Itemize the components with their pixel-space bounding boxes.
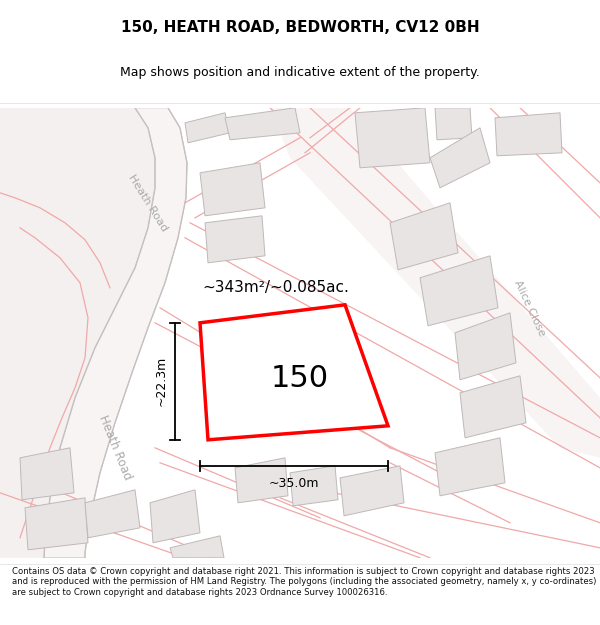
- Text: Heath Road: Heath Road: [96, 414, 134, 482]
- Text: ~343m²/~0.085ac.: ~343m²/~0.085ac.: [202, 281, 349, 296]
- Text: 150: 150: [271, 364, 329, 393]
- Text: ~35.0m: ~35.0m: [269, 478, 319, 491]
- Polygon shape: [44, 108, 187, 558]
- Polygon shape: [355, 108, 430, 168]
- Polygon shape: [390, 203, 458, 270]
- Polygon shape: [455, 313, 516, 380]
- Polygon shape: [495, 113, 562, 156]
- Polygon shape: [435, 108, 472, 140]
- Text: Alice Close: Alice Close: [512, 278, 547, 338]
- Polygon shape: [420, 256, 498, 326]
- Polygon shape: [200, 305, 388, 440]
- Polygon shape: [85, 490, 140, 538]
- Polygon shape: [435, 438, 505, 496]
- Polygon shape: [205, 216, 265, 263]
- Polygon shape: [20, 448, 74, 500]
- Polygon shape: [290, 466, 338, 506]
- Text: Map shows position and indicative extent of the property.: Map shows position and indicative extent…: [120, 66, 480, 79]
- Polygon shape: [225, 108, 300, 140]
- Polygon shape: [25, 498, 88, 550]
- Polygon shape: [340, 466, 404, 516]
- Text: 150, HEATH ROAD, BEDWORTH, CV12 0BH: 150, HEATH ROAD, BEDWORTH, CV12 0BH: [121, 20, 479, 35]
- Polygon shape: [150, 490, 200, 542]
- Polygon shape: [270, 108, 600, 458]
- Polygon shape: [185, 113, 230, 143]
- Text: ~22.3m: ~22.3m: [155, 356, 167, 406]
- Text: Contains OS data © Crown copyright and database right 2021. This information is : Contains OS data © Crown copyright and d…: [12, 567, 596, 596]
- Polygon shape: [460, 376, 526, 438]
- Text: Heath Road: Heath Road: [127, 173, 169, 233]
- Polygon shape: [200, 163, 265, 216]
- Polygon shape: [235, 458, 288, 503]
- Polygon shape: [430, 128, 490, 188]
- Polygon shape: [170, 536, 224, 558]
- Polygon shape: [0, 108, 155, 558]
